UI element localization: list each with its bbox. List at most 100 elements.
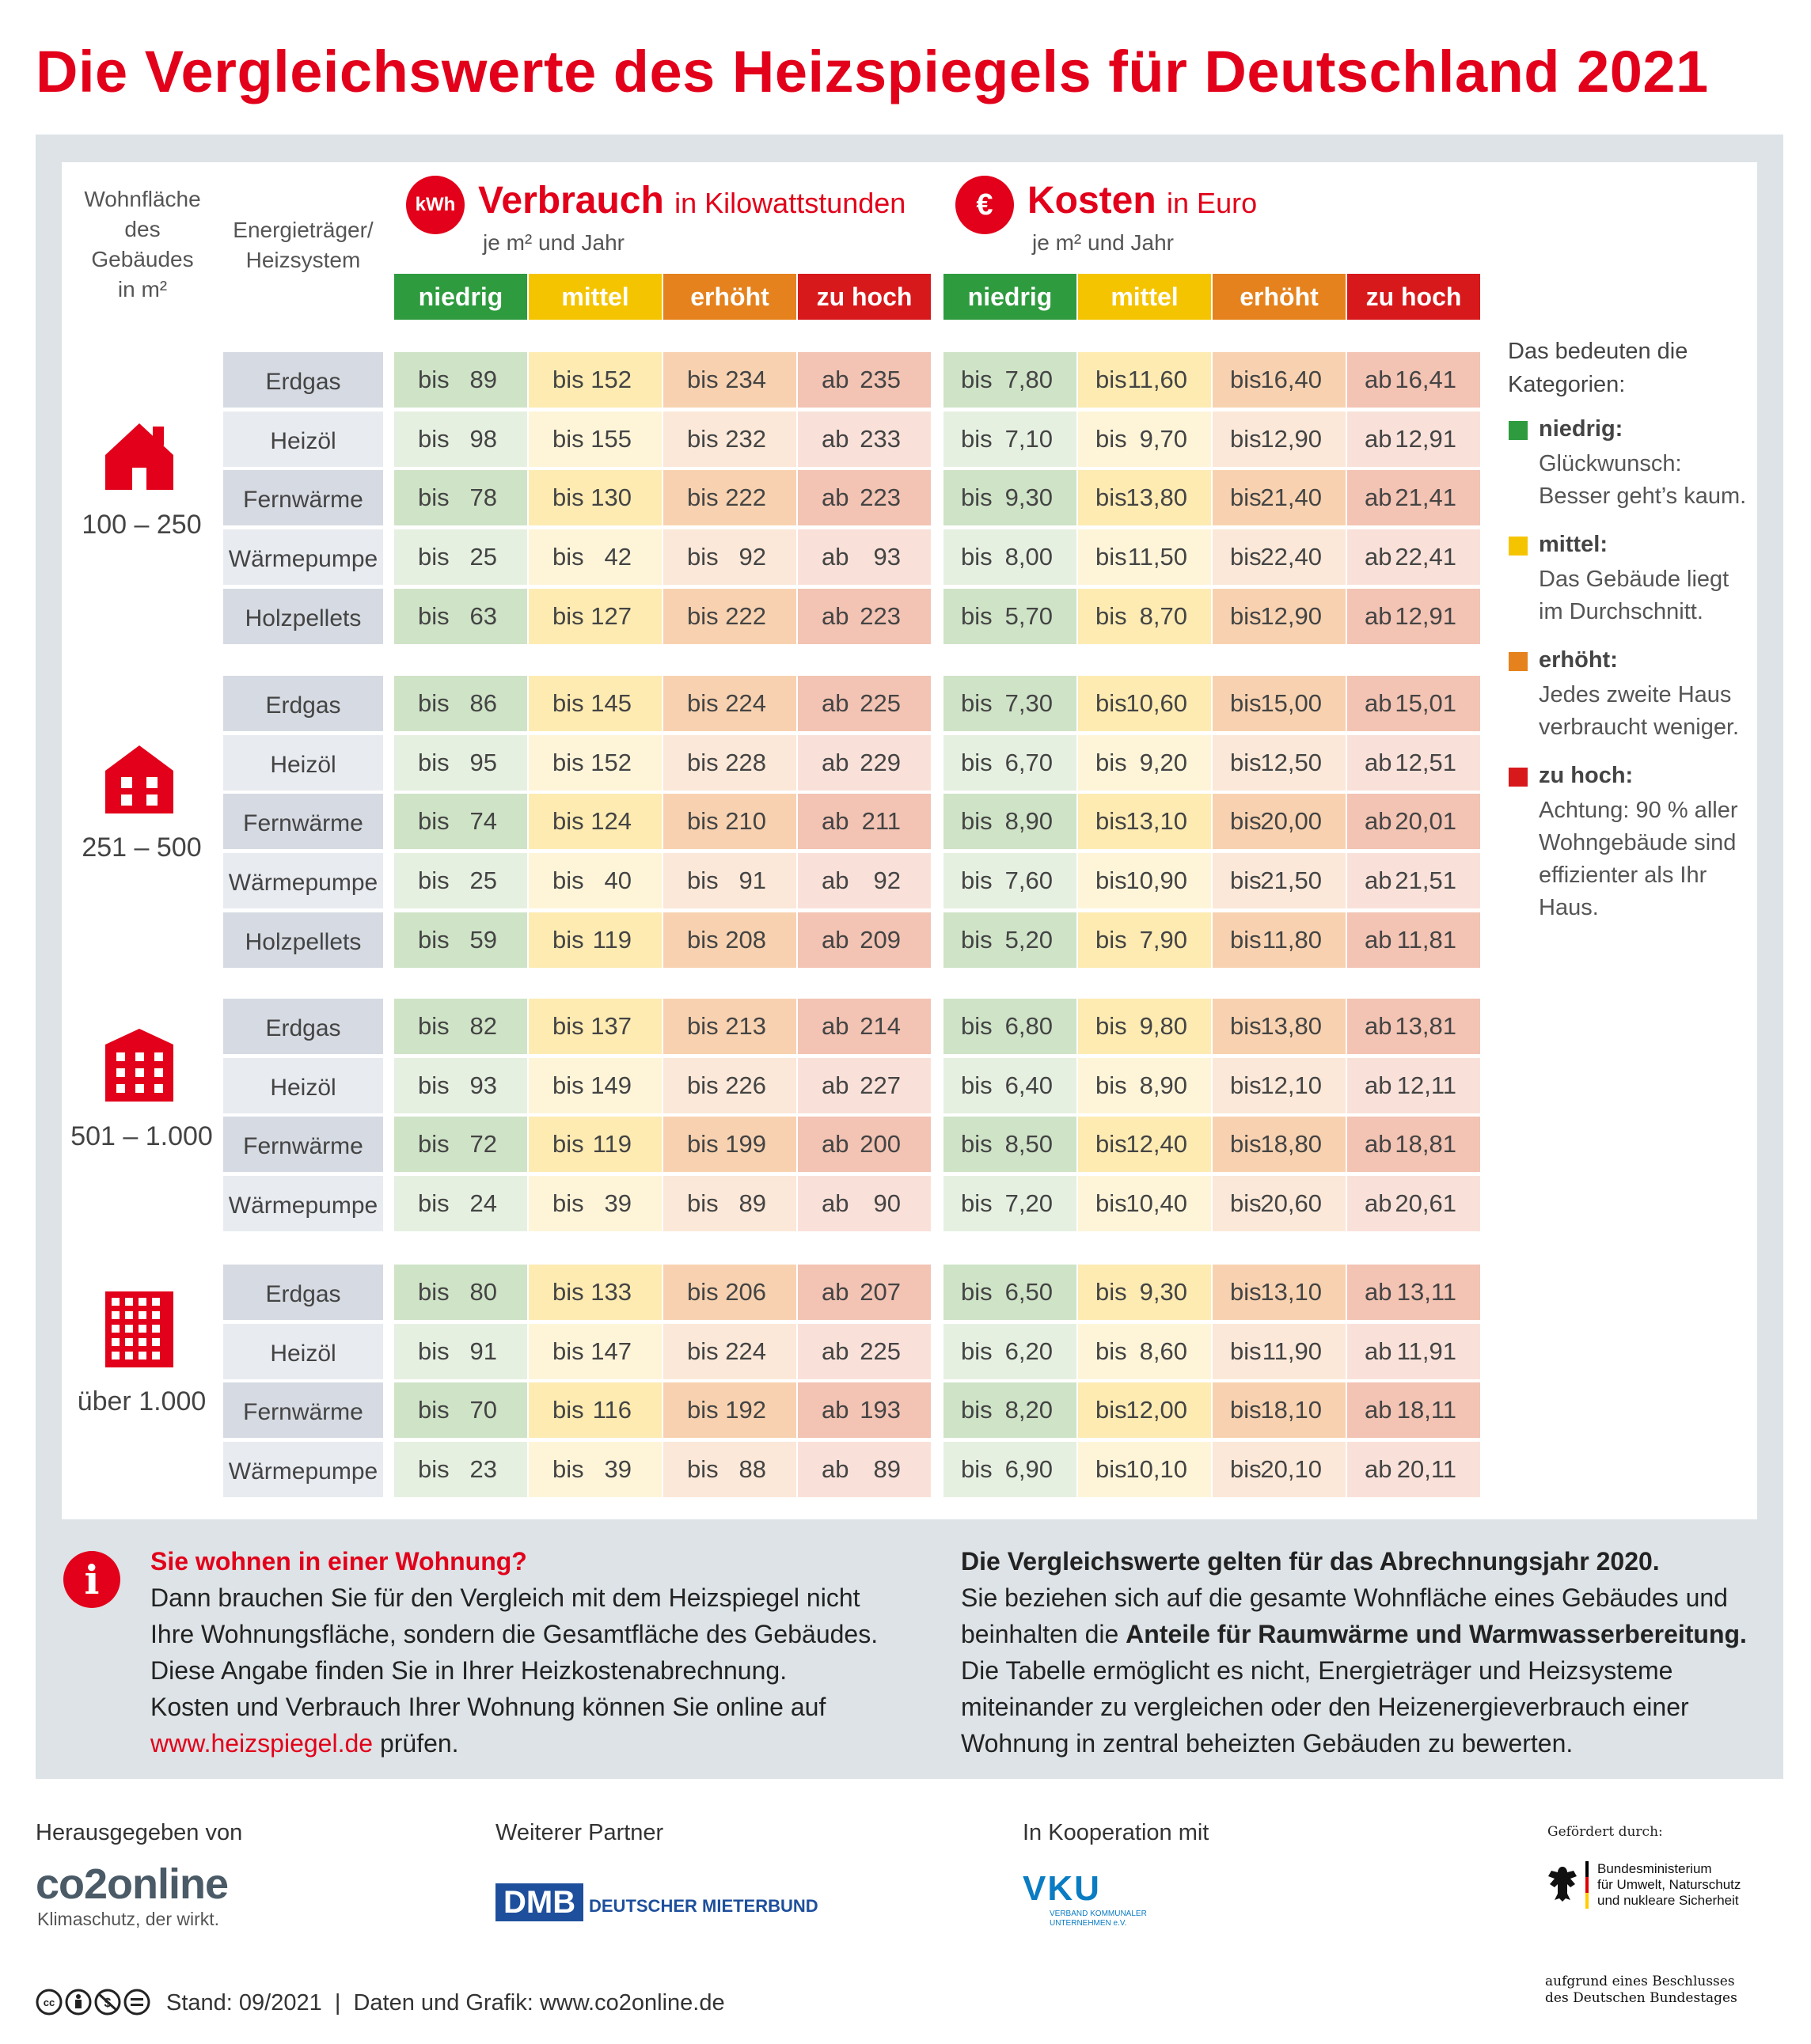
consumption-cell-mittel: bis 133 xyxy=(529,1265,662,1320)
cost-value: 13,10 xyxy=(1126,807,1187,835)
consumption-value: 92 xyxy=(738,543,766,571)
consumption-cell-zu-hoch: ab 207 xyxy=(798,1265,931,1320)
nd-icon xyxy=(123,1989,150,2016)
euro-icon: € xyxy=(955,176,1014,234)
heizspiegel-link[interactable]: www.heizspiegel.de xyxy=(150,1729,374,1758)
upto-prefix: bis xyxy=(1095,1278,1127,1306)
consumption-title: Verbrauch in Kilowattstunden xyxy=(478,179,906,222)
building-size-label: 100 – 250 xyxy=(82,510,202,540)
consumption-cell-mittel: bis 130 xyxy=(529,470,662,525)
consumption-value: 225 xyxy=(860,689,901,717)
upto-prefix: bis xyxy=(418,807,450,835)
consumption-cell-niedrig: bis 80 xyxy=(394,1265,527,1320)
consumption-value: 207 xyxy=(860,1278,901,1306)
consumption-cell-mittel: bis 119 xyxy=(529,912,662,968)
consumption-value: 95 xyxy=(469,749,497,776)
cost-title: Kosten in Euro xyxy=(1027,179,1257,222)
cost-value: 12,90 xyxy=(1260,425,1322,453)
flag-stripe-gold xyxy=(1585,1893,1589,1909)
consumption-cell-erhoeht: bis 208 xyxy=(663,912,796,968)
upto-prefix: bis xyxy=(1095,543,1127,571)
consumption-value: 133 xyxy=(590,1278,632,1306)
consumption-value: 70 xyxy=(469,1396,497,1424)
cost-value: 8,20 xyxy=(1004,1396,1053,1424)
upto-prefix: bis xyxy=(961,1071,993,1099)
upto-prefix: bis xyxy=(552,1189,584,1217)
upto-prefix: bis xyxy=(687,689,719,717)
legend-line: Besser geht’s kaum. xyxy=(1539,484,1747,509)
cost-cell-mittel: bis 8,70 xyxy=(1078,589,1211,644)
cost-cell-erhoeht: bis 20,00 xyxy=(1213,794,1346,849)
consumption-subtitle: je m² und Jahr xyxy=(483,230,625,255)
from-prefix: ab xyxy=(1365,1012,1392,1040)
cost-cell-niedrig: bis 6,40 xyxy=(943,1058,1076,1113)
consumption-value: 89 xyxy=(469,366,497,393)
consumption-value: 155 xyxy=(590,425,632,453)
upto-prefix: bis xyxy=(1095,1012,1127,1040)
consumption-cell-niedrig: bis 25 xyxy=(394,853,527,908)
cost-cell-mittel: bis 10,60 xyxy=(1078,676,1211,731)
cost-value: 20,00 xyxy=(1260,807,1322,835)
legend-text-zu-hoch: Achtung: 90 % aller Wohngebäude sind eff… xyxy=(1539,794,1752,924)
cost-value: 10,60 xyxy=(1126,689,1187,717)
cost-cell-zu-hoch: ab 12,91 xyxy=(1347,411,1480,467)
consumption-cell-zu-hoch: ab 93 xyxy=(798,529,931,585)
cooperation-label: In Kooperation mit xyxy=(1023,1820,1209,1845)
resolution-line: des Deutschen Bundestages xyxy=(1545,1990,1737,2006)
cost-value: 18,80 xyxy=(1260,1130,1322,1158)
consumption-value: 89 xyxy=(873,1455,901,1483)
cost-value: 9,30 xyxy=(1139,1278,1187,1306)
cost-value: 21,41 xyxy=(1395,484,1456,511)
cost-value: 13,80 xyxy=(1260,1012,1322,1040)
from-prefix: ab xyxy=(822,1396,849,1424)
cost-cell-mittel: bis 9,80 xyxy=(1078,999,1211,1054)
upto-prefix: bis xyxy=(418,366,450,393)
from-prefix: ab xyxy=(822,1130,849,1158)
upto-prefix: bis xyxy=(552,1071,584,1099)
cost-cell-niedrig: bis 7,80 xyxy=(943,352,1076,408)
cost-cell-erhoeht: bis 21,50 xyxy=(1213,853,1346,908)
consumption-cell-niedrig: bis 91 xyxy=(394,1324,527,1379)
cost-value: 10,90 xyxy=(1126,867,1187,894)
consumption-value: 200 xyxy=(860,1130,901,1158)
energy-carrier-label: Wärmepumpe xyxy=(223,853,383,908)
consumption-value: 98 xyxy=(469,425,497,453)
info-icon: i xyxy=(63,1551,120,1608)
cost-value: 15,00 xyxy=(1260,689,1322,717)
apartment-info-heading: Sie wohnen in einer Wohnung? xyxy=(150,1547,527,1576)
cost-value: 20,10 xyxy=(1260,1455,1322,1483)
cost-value: 11,91 xyxy=(1396,1337,1456,1365)
cost-cell-niedrig: bis 6,50 xyxy=(943,1265,1076,1320)
dmb-logo: DMB xyxy=(495,1883,584,1921)
consumption-value: 137 xyxy=(590,1012,632,1040)
cost-cell-niedrig: bis 8,00 xyxy=(943,529,1076,585)
from-prefix: ab xyxy=(822,1337,849,1365)
cost-cell-zu-hoch: ab 11,81 xyxy=(1347,912,1480,968)
cost-cell-zu-hoch: ab 21,51 xyxy=(1347,853,1480,908)
upto-prefix: bis xyxy=(687,543,719,571)
cost-subtitle: je m² und Jahr xyxy=(1032,230,1174,255)
upto-prefix: bis xyxy=(687,484,719,511)
consumption-value: 91 xyxy=(738,867,766,894)
area-column-header: Wohnfläche des Gebäudes in m² xyxy=(75,184,210,305)
from-prefix: ab xyxy=(822,926,849,954)
cost-cell-mittel: bis 10,40 xyxy=(1078,1176,1211,1231)
cost-cell-zu-hoch: ab 22,41 xyxy=(1347,529,1480,585)
upto-prefix: bis xyxy=(687,807,719,835)
multi-family-house-icon xyxy=(105,745,173,813)
consumption-value: 82 xyxy=(469,1012,497,1040)
consumption-value: 222 xyxy=(725,484,766,511)
cost-value: 7,80 xyxy=(1004,366,1053,393)
from-prefix: ab xyxy=(822,1012,849,1040)
consumption-cell-niedrig: bis 78 xyxy=(394,470,527,525)
upto-prefix: bis xyxy=(1230,749,1262,776)
consumption-cell-erhoeht: bis 192 xyxy=(663,1382,796,1438)
upto-prefix: bis xyxy=(687,1455,719,1483)
consumption-value: 39 xyxy=(604,1189,632,1217)
consumption-cell-zu-hoch: ab 193 xyxy=(798,1382,931,1438)
energy-carrier-label: Holzpellets xyxy=(223,912,383,968)
consumption-cell-niedrig: bis 72 xyxy=(394,1117,527,1172)
upto-prefix: bis xyxy=(1230,1130,1262,1158)
cost-cell-niedrig: bis 7,10 xyxy=(943,411,1076,467)
consumption-value: 214 xyxy=(860,1012,901,1040)
